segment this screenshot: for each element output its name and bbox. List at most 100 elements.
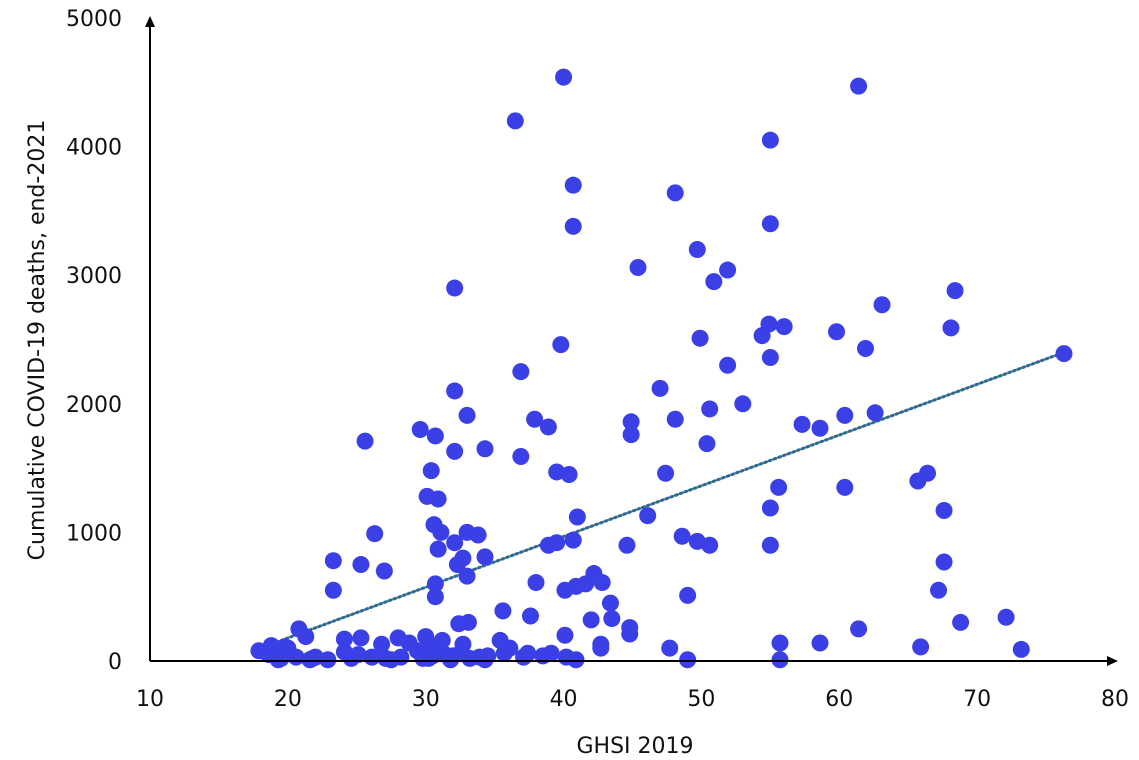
x-axis-title: GHSI 2019 [576,734,693,759]
data-point [601,594,619,612]
x-tick-label: 70 [963,687,991,712]
data-point [866,404,884,422]
data-point [679,586,697,604]
data-point [506,112,524,130]
data-point [912,638,930,656]
y-tick-label: 3000 [66,264,122,289]
data-point [946,282,964,300]
data-point [450,615,468,633]
data-point [622,426,640,444]
data-point [698,435,716,453]
data-point [568,508,586,526]
y-tick-label: 0 [108,650,122,675]
data-point [426,575,444,593]
data-point [297,628,315,646]
data-point [761,215,779,233]
data-point [942,319,960,337]
data-point [930,581,948,599]
data-point [527,574,545,592]
data-point [382,651,400,669]
data-point [476,440,494,458]
data-point [446,534,464,552]
data-point [269,651,287,669]
data-point [526,410,544,428]
data-point [521,607,539,625]
data-point [446,442,464,460]
data-point [400,634,418,652]
data-point [673,527,691,545]
data-point [422,462,440,480]
data-point [1055,345,1073,363]
data-point [761,131,779,149]
data-point [458,406,476,424]
data-point [629,258,647,276]
data-point [935,502,953,520]
data-point [556,626,574,644]
x-tick-label: 40 [550,687,578,712]
data-point [952,613,970,631]
data-point [442,651,460,669]
data-point [476,651,494,669]
data-point [429,490,447,508]
data-point [651,379,669,397]
data-point [771,634,789,652]
data-point [564,217,582,235]
data-point [519,644,537,662]
data-point [811,419,829,437]
data-point [426,427,444,445]
data-point [850,77,868,95]
data-point [734,395,752,413]
x-tick-label: 50 [687,687,715,712]
data-point [356,432,374,450]
y-tick-label: 5000 [66,7,122,32]
data-point [448,556,466,574]
data-point [666,410,684,428]
data-point [603,610,621,628]
data-point [1012,640,1030,658]
data-point [432,523,450,541]
data-point [411,421,429,439]
data-point [850,620,868,638]
data-point [352,556,370,574]
data-point [419,637,437,655]
data-point [426,588,444,606]
data-point [719,356,737,374]
x-tick-label: 20 [274,687,302,712]
data-point [469,526,487,544]
data-point [775,318,793,336]
data-point [666,184,684,202]
data-point [701,400,719,418]
data-point [342,649,360,667]
data-point [592,639,610,657]
data-point [770,478,788,496]
data-point [495,644,513,662]
data-point [836,406,854,424]
data-point [691,329,709,347]
data-point [567,651,585,669]
data-point [539,536,557,554]
data-point [793,415,811,433]
trendline [265,350,1066,648]
data-point [873,296,891,314]
data-point [761,536,779,554]
data-point [414,649,432,667]
data-point [301,651,319,669]
data-point [771,651,789,669]
data-point [657,464,675,482]
data-point [366,525,384,543]
data-point [593,574,611,592]
data-point [828,323,846,341]
data-point [542,644,560,662]
data-point [352,629,370,647]
y-axis-title: Cumulative COVID-19 deaths, end-2021 [25,120,50,561]
data-point [375,562,393,580]
data-point [753,327,771,345]
data-point [639,507,657,525]
data-point [539,418,557,436]
data-point [552,336,570,354]
x-tick-label: 60 [825,687,853,712]
data-point [688,240,706,258]
data-point [622,413,640,431]
data-point [836,478,854,496]
